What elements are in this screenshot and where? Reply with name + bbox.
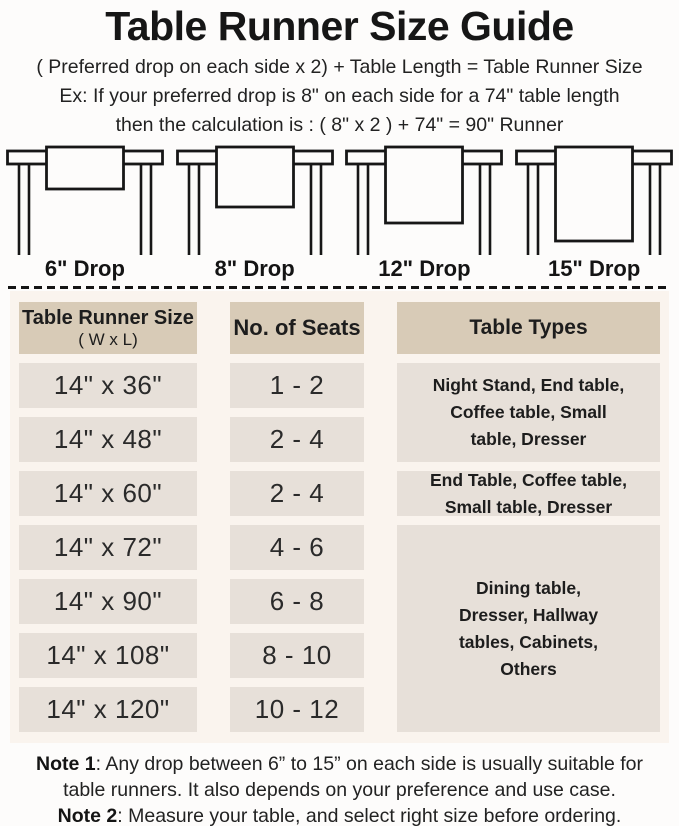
table-illustration [0, 145, 170, 255]
size-table-panel: Table Runner Size ( W x L) No. of Seats … [10, 291, 669, 743]
table-legs [17, 163, 153, 255]
seats-cell: 8 - 10 [230, 633, 364, 678]
note-2-text: : Measure your table, and select right s… [117, 805, 622, 826]
drop-label: 8" Drop [214, 256, 295, 281]
example-line-1: Ex: If your preferred drop is 8" on each… [59, 85, 620, 107]
table-types-cell: Dining table, Dresser, Hallway tables, C… [397, 525, 660, 732]
header-no-of-seats: No. of Seats [230, 302, 364, 354]
table-types-cell: Night Stand, End table, Coffee table, Sm… [397, 363, 660, 462]
seats-cell: 4 - 6 [230, 525, 364, 570]
table-types-cell: End Table, Coffee table, Small table, Dr… [397, 470, 660, 517]
note-1-label: Note 1 [35, 753, 96, 775]
runner-size-cell: 14" x 120" [19, 687, 197, 732]
table-legs [526, 163, 662, 255]
runner-size-cell: 14" x 48" [19, 417, 197, 462]
drop-label: 15" Drop [547, 256, 641, 281]
table-legs [187, 163, 322, 255]
dashed-divider [8, 286, 671, 289]
header-runner-size: Table Runner Size ( W x L) [19, 302, 197, 354]
drop-illustrations [0, 145, 679, 255]
runner-size-cell: 14" x 108" [19, 633, 197, 678]
seats-cell: 6 - 8 [230, 579, 364, 624]
seats-cell: 1 - 2 [230, 363, 364, 408]
table-runner-diagram [5, 145, 164, 255]
drop-label: 12" Drop [378, 256, 471, 281]
runner-drape [554, 145, 635, 243]
seats-cell: 10 - 12 [230, 687, 364, 732]
formula-text: ( Preferred drop on each side x 2) + Tab… [36, 56, 643, 78]
drop-label: 6" Drop [44, 256, 125, 281]
runner-drape [384, 145, 465, 225]
runner-size-cell: 14" x 90" [19, 579, 197, 624]
table-illustration [340, 145, 510, 255]
note-2: Note 2: Measure your table, and select r… [4, 803, 676, 826]
runner-size-cell: 14" x 60" [19, 471, 197, 516]
runner-drape [44, 145, 125, 191]
seats-cell: 2 - 4 [230, 471, 364, 516]
table-runner-diagram [515, 145, 674, 255]
note-1: Note 1: Any drop between 6” to 15” on ea… [4, 751, 676, 803]
header-table-types: Table Types [397, 302, 660, 354]
drop-labels-row: 6" Drop 8" Drop 12" Drop 15" Drop [0, 256, 679, 283]
header-runner-size-subtitle: ( W x L) [78, 329, 138, 349]
seats-cell: 2 - 4 [230, 417, 364, 462]
runner-drape [214, 145, 295, 209]
runner-size-cell: 14" x 36" [19, 363, 197, 408]
table-runner-diagram [175, 145, 334, 255]
note-2-label: Note 2 [57, 805, 118, 826]
table-runner-diagram [345, 145, 504, 255]
table-illustration [509, 145, 679, 255]
note-1-text: : Any drop between 6” to 15” on each sid… [63, 753, 644, 801]
runner-size-cell: 14" x 72" [19, 525, 197, 570]
table-illustration [170, 145, 340, 255]
notes-section: Note 1: Any drop between 6” to 15” on ea… [0, 751, 679, 826]
header-runner-size-title: Table Runner Size [22, 306, 194, 329]
example-line-2: then the calculation is : ( 8" x 2 ) + 7… [115, 114, 564, 136]
table-legs [357, 163, 492, 255]
size-table: Table Runner Size ( W x L) No. of Seats … [19, 302, 660, 732]
page-title: Table Runner Size Guide [105, 3, 574, 49]
